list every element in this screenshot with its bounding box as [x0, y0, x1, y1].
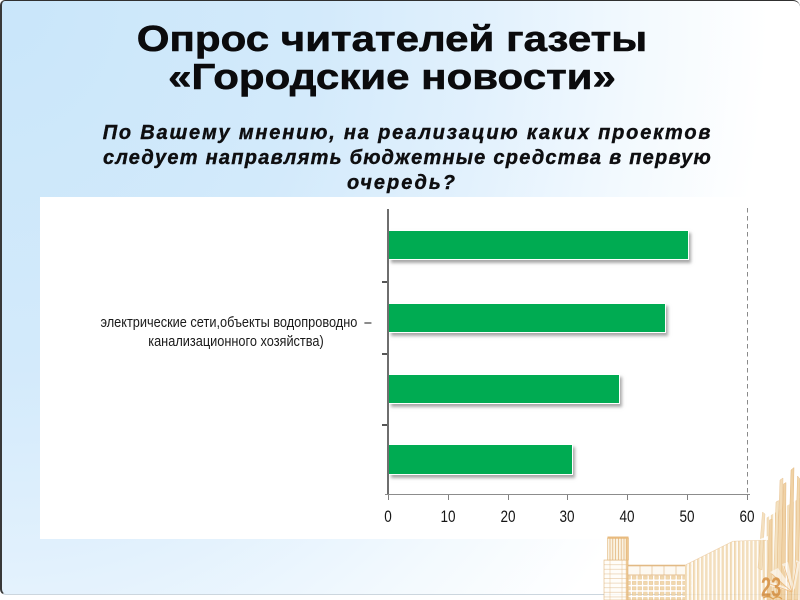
svg-text:23: 23: [761, 572, 781, 600]
